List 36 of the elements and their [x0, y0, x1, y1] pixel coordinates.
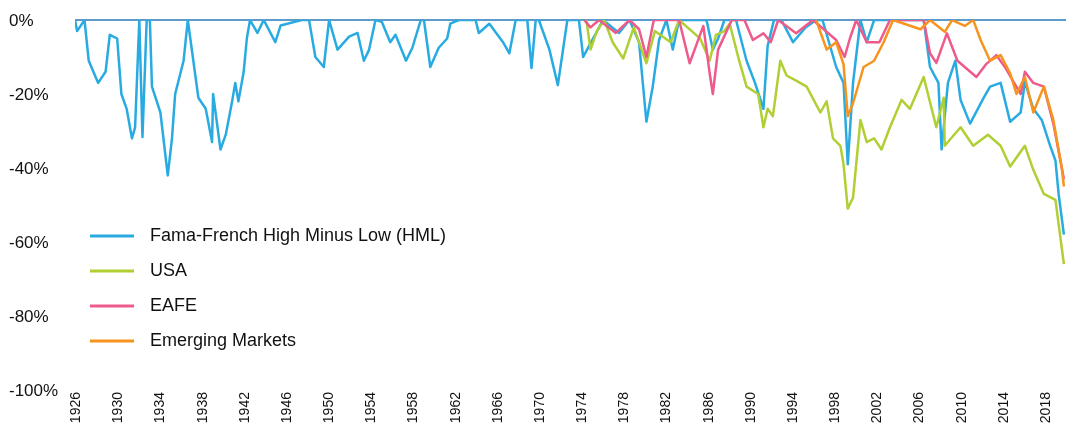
x-tick-label: 1930: [109, 391, 126, 424]
y-tick-label: -60%: [9, 233, 49, 253]
x-tick-label: 1962: [446, 391, 463, 424]
x-tick-label: 1954: [362, 391, 379, 424]
x-tick-label: 1946: [277, 391, 294, 424]
legend-label: USA: [150, 260, 188, 281]
x-tick-label: 1990: [741, 391, 758, 424]
legend-label: Fama-French High Minus Low (HML): [150, 225, 447, 246]
y-tick-label: -80%: [9, 307, 49, 327]
x-tick-label: 1950: [320, 391, 337, 424]
x-tick-label: 1970: [530, 391, 547, 424]
x-tick-label: 1966: [488, 391, 505, 424]
x-tick-label: 2018: [1036, 391, 1053, 424]
y-tick-label: 0%: [9, 11, 34, 31]
line-series: [814, 20, 1066, 188]
x-tick-label: 1974: [573, 391, 590, 424]
legend-label: Emerging Markets: [150, 330, 297, 351]
line-series: [585, 20, 1066, 266]
x-tick-label: 2010: [952, 391, 969, 424]
x-tick-label: 1958: [404, 391, 421, 424]
x-tick-label: 1986: [699, 391, 716, 424]
x-tick-label: 1982: [657, 391, 674, 424]
y-tick-label: -100%: [9, 381, 59, 401]
legend-label: EAFE: [150, 295, 198, 316]
y-tick-label: -40%: [9, 159, 49, 179]
x-tick-label: 1978: [615, 391, 632, 424]
x-tick-label: 1942: [235, 391, 252, 424]
x-tick-label: 1926: [67, 391, 83, 424]
x-tick-label: 1994: [783, 391, 800, 424]
x-tick-label: 2006: [910, 391, 927, 424]
x-tick-label: 2002: [868, 391, 885, 424]
y-tick-label: -20%: [9, 85, 49, 105]
x-tick-label: 1938: [193, 391, 210, 424]
x-tick-label: 1934: [151, 391, 168, 424]
x-tick-label: 1998: [826, 391, 843, 424]
x-tick-label: 2014: [994, 391, 1011, 424]
